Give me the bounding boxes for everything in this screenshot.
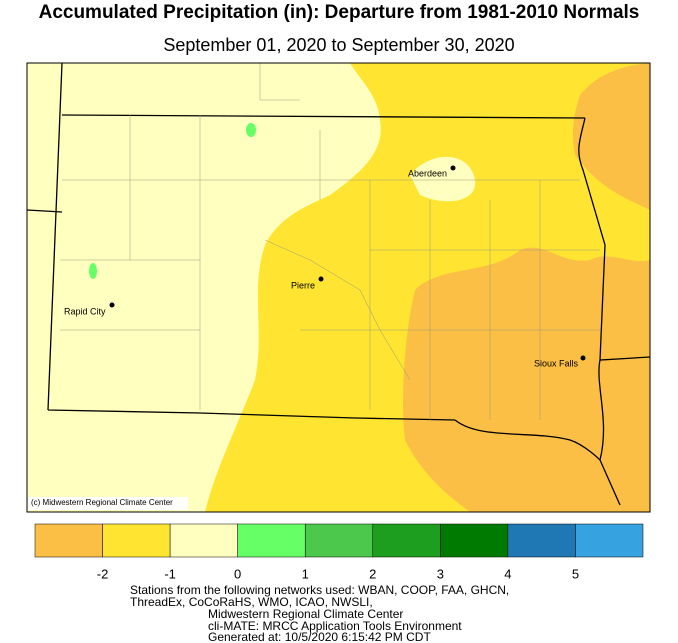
legend-tick-label: 3	[437, 566, 444, 581]
region-green	[89, 263, 97, 279]
city-label: Pierre	[291, 280, 315, 290]
city-dot	[318, 276, 324, 282]
legend-tick-label: 1	[302, 566, 309, 581]
footer-line: Stations from the following networks use…	[130, 583, 509, 597]
city-label: Aberdeen	[408, 168, 447, 178]
state-border	[454, 419, 601, 461]
legend-swatch	[372, 523, 441, 558]
legend-swatch	[102, 523, 171, 558]
legend-swatch	[440, 523, 509, 558]
city-dot	[109, 302, 115, 308]
credit: (c) Midwestern Regional Climate Center	[31, 498, 173, 507]
state-border	[26, 62, 651, 506]
legend-tick-label: 0	[234, 566, 241, 581]
subtitle: September 01, 2020 to September 30, 2020	[163, 35, 514, 55]
footer-line: Midwestern Regional Climate Center	[208, 607, 403, 621]
legend-tick-label: 4	[504, 566, 511, 581]
legend-tick-label: 2	[369, 566, 376, 581]
legend-swatch	[575, 523, 644, 558]
legend-swatch	[34, 523, 103, 558]
legend-tick-label: -1	[164, 566, 176, 581]
legend-swatch	[169, 523, 238, 558]
title: Accumulated Precipitation (in): Departur…	[39, 2, 640, 23]
legend-swatch	[507, 523, 576, 558]
map: Aberdeen Pierre Rapid City Sioux Falls (…	[26, 62, 651, 513]
city-dot	[450, 165, 456, 171]
footer-line: cli-MATE: MRCC Application Tools Environ…	[208, 619, 462, 633]
city-label: Sioux Falls	[534, 358, 579, 368]
legend: -2 -1 0 1 2 3 4 5	[34, 523, 644, 581]
city-dot	[580, 355, 586, 361]
county-lines	[60, 63, 600, 420]
legend-swatch	[304, 523, 374, 558]
footer-line: ThreadEx, CoCoRaHS, WMO, ICAO, NWSLI,	[130, 595, 373, 609]
legend-tick-label: 5	[572, 566, 579, 581]
map-frame	[26, 62, 651, 513]
region-orange	[403, 247, 650, 512]
credit-box	[28, 497, 188, 510]
footer: Stations from the following networks use…	[130, 583, 509, 643]
region-pale	[410, 156, 476, 202]
footer-line: Generated at: 10/5/2020 6:15:42 PM CDT	[208, 630, 431, 643]
region-green	[246, 123, 256, 137]
region-orange	[572, 63, 650, 210]
legend-tick-label: -2	[97, 566, 109, 581]
legend-swatch	[237, 523, 306, 558]
city-label: Rapid City	[64, 306, 106, 316]
